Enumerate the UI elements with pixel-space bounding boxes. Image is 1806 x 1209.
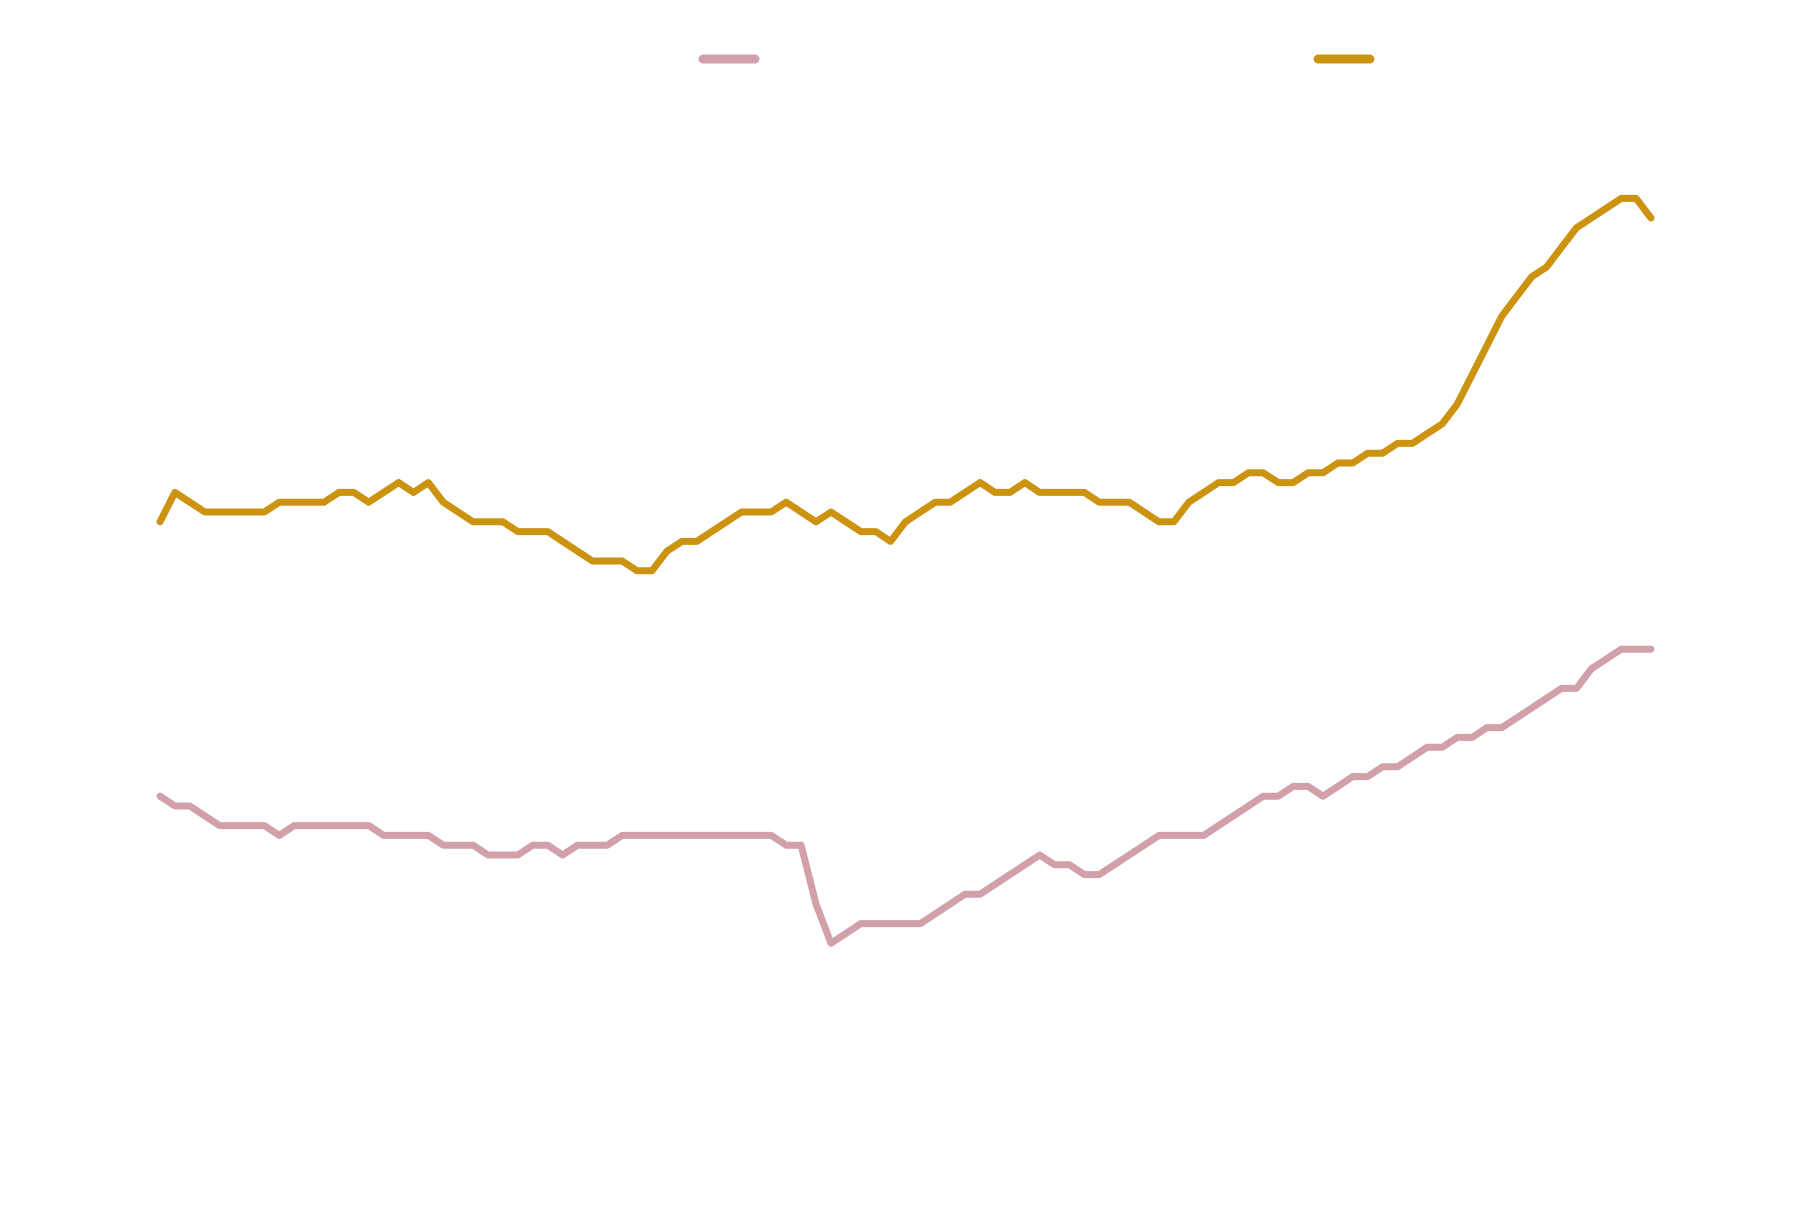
series-line-2 [156,194,1655,575]
series-line-1 [156,645,1655,947]
plot-area [156,194,1655,947]
